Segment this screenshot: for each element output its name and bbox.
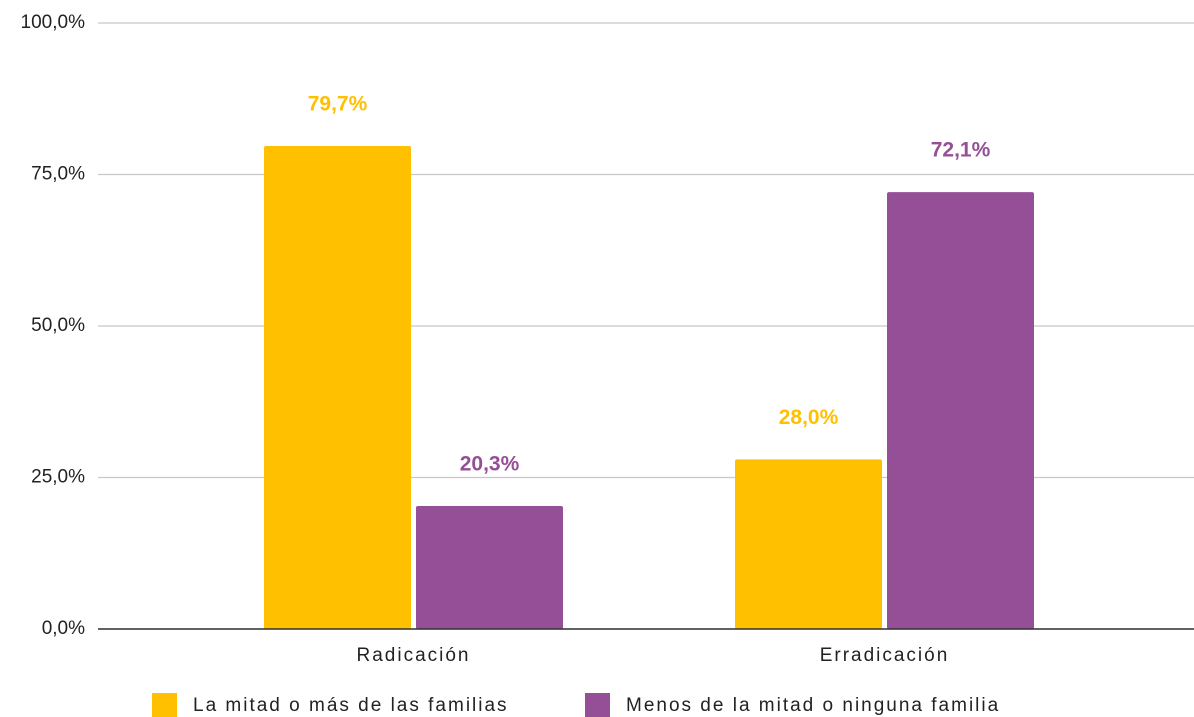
legend-swatch [585, 693, 610, 717]
x-tick-label: Radicación [357, 645, 471, 666]
legend-label: Menos de la mitad o ninguna familia [626, 695, 1000, 716]
value-label: 28,0% [779, 406, 839, 429]
legend-swatch [152, 693, 177, 717]
bar [264, 146, 411, 629]
y-tick-label: 75,0% [31, 164, 85, 185]
y-tick-label: 0,0% [42, 618, 85, 639]
y-tick-label: 100,0% [21, 12, 86, 33]
legend-label: La mitad o más de las familias [193, 695, 509, 716]
value-label: 20,3% [460, 453, 520, 476]
bar [887, 192, 1034, 629]
y-tick-label: 50,0% [31, 315, 85, 336]
x-tick-label: Erradicación [820, 645, 950, 666]
value-label: 72,1% [931, 139, 991, 162]
bar [416, 505, 563, 629]
value-label: 79,7% [308, 93, 368, 116]
bar [735, 459, 882, 629]
y-tick-label: 25,0% [31, 467, 85, 488]
